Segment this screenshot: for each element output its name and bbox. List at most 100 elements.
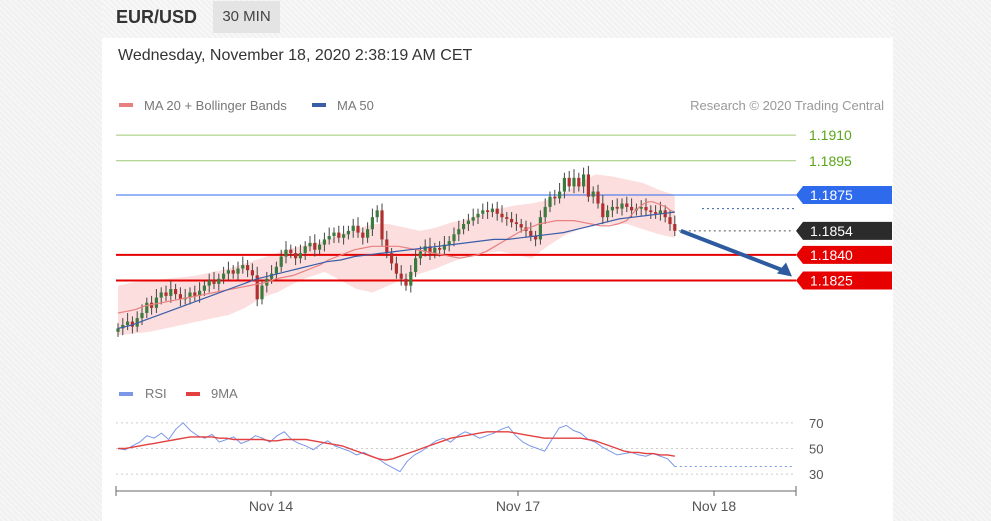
candle-body — [351, 225, 355, 231]
x-tick-label: Nov 18 — [692, 498, 737, 514]
candle-body — [246, 265, 250, 271]
candle-body — [562, 177, 566, 192]
timestamp: Wednesday, November 18, 2020 2:38:19 AM … — [118, 47, 473, 64]
candle-body — [486, 210, 490, 213]
candle-body — [620, 203, 624, 209]
candle-body — [442, 244, 446, 250]
level-tag-1.1875: 1.1875 — [810, 187, 853, 203]
candle-body — [318, 244, 322, 250]
candle-body — [534, 236, 538, 240]
candle-body — [462, 224, 466, 230]
candle-body — [226, 270, 230, 274]
candle-body — [145, 302, 149, 313]
candle-body — [495, 208, 499, 214]
candle-body — [380, 210, 384, 240]
candle-body — [519, 224, 523, 228]
candle-body — [327, 236, 331, 240]
candle-body — [428, 246, 432, 254]
candle-body — [375, 210, 379, 218]
x-tick-label: Nov 14 — [249, 498, 294, 514]
candle-body — [529, 230, 533, 237]
candle-body — [591, 191, 595, 197]
candle-body — [342, 234, 346, 238]
candle-body — [433, 247, 437, 254]
candle-body — [505, 217, 509, 219]
candle-body — [178, 294, 182, 300]
candle-body — [567, 177, 571, 187]
rsi-tick-30: 30 — [809, 467, 823, 482]
candle-body — [366, 229, 370, 238]
candle-body — [332, 232, 336, 237]
candle-body — [313, 242, 317, 250]
candle-body — [361, 232, 365, 238]
candle-body — [164, 292, 168, 296]
candle-body — [577, 177, 581, 187]
candle-body — [241, 265, 245, 269]
candle-body — [414, 258, 418, 272]
ma50-line — [117, 211, 675, 329]
level-tag-1.1854: 1.1854 — [810, 223, 853, 239]
rsi-line — [117, 422, 676, 473]
candle-body — [217, 278, 221, 284]
candle-body — [289, 249, 293, 254]
research-credit: Research © 2020 Trading Central — [690, 98, 884, 113]
candle-body — [639, 206, 643, 209]
timeframe-tab[interactable]: 30 MIN — [213, 1, 280, 33]
candle-body — [466, 220, 470, 225]
ma20-line — [117, 201, 676, 314]
candle-body — [481, 210, 485, 214]
price-chart-svg: MA 20 + Bollinger Bands MA 50 Research ©… — [115, 98, 892, 514]
right-margin — [893, 0, 991, 521]
candle-body — [538, 217, 542, 240]
candle-body — [409, 271, 413, 286]
candle-body — [673, 224, 677, 231]
candle-body — [212, 280, 216, 284]
candle-body — [452, 234, 456, 242]
bb-legend-swatch — [119, 103, 133, 107]
candle-body — [394, 263, 398, 274]
candle-body — [202, 285, 206, 291]
candle-body — [130, 321, 134, 327]
candle-body — [274, 266, 278, 274]
candle-body — [586, 174, 590, 197]
candle-body — [471, 217, 475, 221]
rsi-tick-50: 50 — [809, 442, 823, 457]
candle-body — [198, 290, 202, 296]
chart-card: EUR/USD 30 MIN Wednesday, November 18, 2… — [102, 0, 893, 521]
candle-body — [476, 213, 480, 218]
candle-body — [188, 292, 192, 298]
candle-body — [303, 246, 307, 254]
candle-body — [558, 191, 562, 199]
candle-body — [159, 292, 163, 298]
candle-body — [298, 253, 302, 259]
candle-body — [658, 210, 662, 214]
level-tag-1.1825: 1.1825 — [810, 272, 853, 288]
candle-body — [370, 217, 374, 230]
candle-body — [438, 247, 442, 250]
candle-body — [294, 253, 298, 259]
symbol-title: EUR/USD — [116, 7, 198, 27]
candle-body — [644, 206, 648, 211]
candle-body — [154, 297, 158, 308]
candle-body — [346, 230, 350, 235]
candle-body — [447, 241, 451, 245]
candle-body — [582, 174, 586, 187]
candle-body — [284, 249, 288, 257]
candle-body — [418, 251, 422, 259]
candle-body — [193, 292, 197, 296]
candle-body — [654, 212, 658, 214]
candle-body — [668, 217, 672, 225]
candle-body — [399, 273, 403, 279]
ma9-legend-label: 9MA — [211, 386, 238, 401]
projection-arrow-shaft — [680, 229, 787, 274]
candle-body — [279, 256, 283, 267]
candle-body — [174, 289, 178, 295]
candle-body — [423, 246, 427, 252]
rsi-tick-70: 70 — [809, 416, 823, 431]
candle-body — [207, 280, 211, 286]
chart-header: EUR/USD 30 MIN — [102, 0, 893, 38]
left-margin — [0, 0, 102, 521]
candle-body — [510, 218, 514, 223]
level-tag-1.1910: 1.1910 — [809, 127, 852, 143]
candle-body — [625, 203, 629, 207]
